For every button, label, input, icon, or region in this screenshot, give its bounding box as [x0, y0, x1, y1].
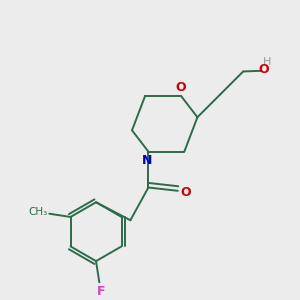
Text: O: O: [181, 186, 191, 199]
Text: N: N: [142, 154, 152, 167]
Text: H: H: [263, 57, 271, 67]
Text: O: O: [176, 81, 186, 94]
Text: CH₃: CH₃: [28, 207, 47, 217]
Text: F: F: [97, 285, 105, 298]
Text: O: O: [259, 63, 269, 76]
